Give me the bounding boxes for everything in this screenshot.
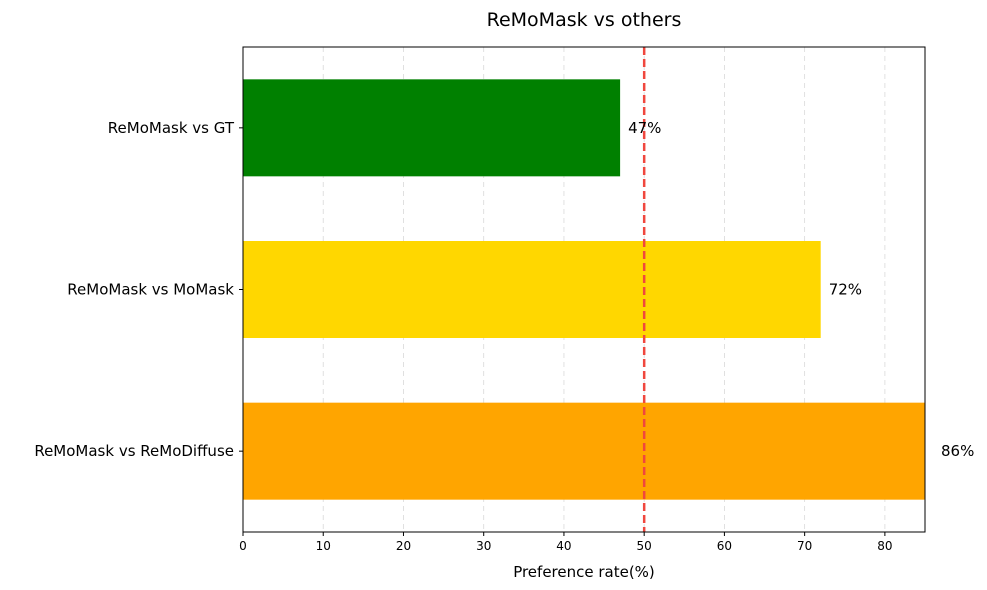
value-label-0: 47% (628, 119, 661, 137)
x-tick-label-2: 20 (396, 539, 411, 553)
bar-0 (243, 79, 621, 177)
value-label-1: 72% (829, 281, 862, 299)
x-axis-label: Preference rate(%) (513, 563, 655, 581)
category-label-0: ReMoMask vs GT (108, 119, 235, 137)
x-tick-label-8: 80 (877, 539, 892, 553)
x-tick-label-7: 70 (797, 539, 812, 553)
x-tick-label-5: 50 (637, 539, 652, 553)
value-label-2: 86% (941, 442, 974, 460)
category-label-2: ReMoMask vs ReMoDiffuse (34, 442, 234, 460)
x-tick-label-4: 40 (556, 539, 571, 553)
x-tick-label-6: 60 (717, 539, 732, 553)
x-tick-label-3: 30 (476, 539, 491, 553)
bar-2 (243, 402, 925, 500)
value-labels: 47% 72% 86% (628, 119, 974, 460)
x-tick-label-1: 10 (316, 539, 331, 553)
bar-1 (243, 241, 821, 338)
x-axis-ticks: 0 10 20 30 40 50 60 70 80 (239, 532, 893, 553)
bars (243, 79, 925, 500)
chart-title: ReMoMask vs others (487, 9, 682, 31)
y-axis-categories: ReMoMask vs GT ReMoMask vs MoMask ReMoMask… (34, 119, 243, 460)
x-tick-label-0: 0 (239, 539, 247, 553)
category-label-1: ReMoMask vs MoMask (67, 281, 234, 299)
